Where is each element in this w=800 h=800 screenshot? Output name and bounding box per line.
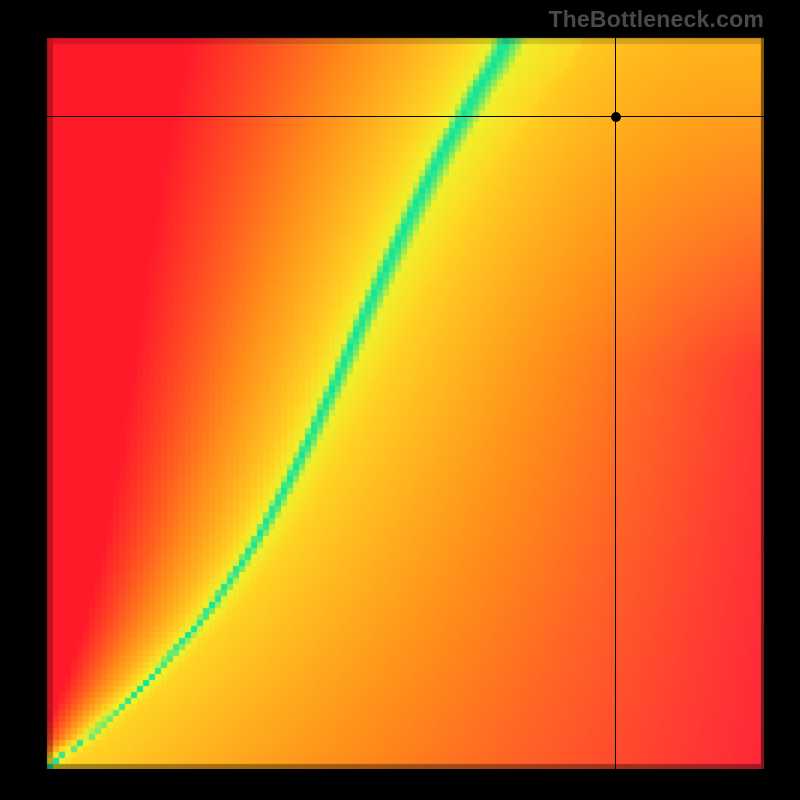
heatmap-plot <box>41 32 764 769</box>
crosshair-horizontal <box>41 116 764 117</box>
crosshair-vertical <box>615 32 616 769</box>
selected-point-marker <box>611 112 621 122</box>
heatmap-canvas <box>41 32 764 769</box>
chart-container: TheBottleneck.com <box>0 0 800 800</box>
watermark-text: TheBottleneck.com <box>548 6 764 33</box>
